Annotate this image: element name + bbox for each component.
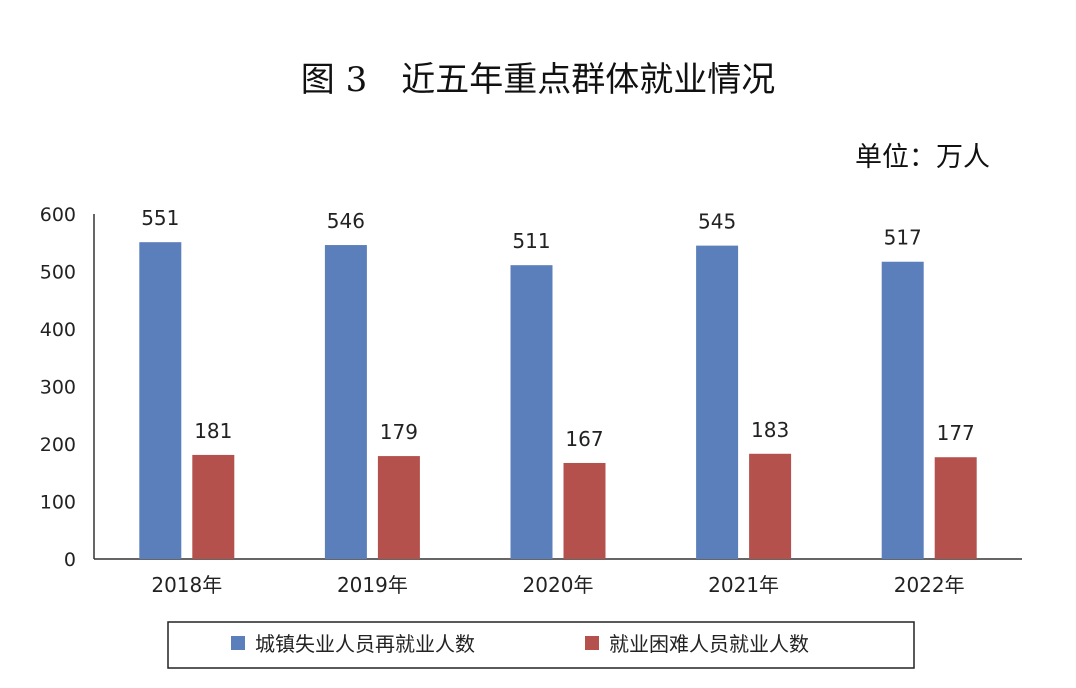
y-tick-label: 300 [40,377,76,399]
x-category-label: 2018年 [151,573,222,597]
y-tick-label: 600 [40,204,76,226]
legend-swatch-series-2 [585,636,599,650]
bar-series-2 [377,456,420,559]
data-label-series-1: 545 [698,210,736,234]
chart-axes [93,214,1022,560]
bar-series-2 [749,453,792,559]
legend: 城镇失业人员再就业人数 就业困难人员就业人数 [167,621,915,669]
legend-swatch-series-1 [231,636,245,650]
data-label-series-2: 177 [937,421,975,445]
x-category-label: 2020年 [523,573,594,597]
y-tick-label: 500 [40,262,76,284]
bar-series-2 [934,457,977,559]
data-label-series-2: 183 [751,418,789,442]
bar-series-2 [192,454,235,559]
bar-series-1 [139,242,182,560]
bar-series-1 [881,261,924,559]
data-label-series-2: 181 [194,419,232,443]
data-label-series-2: 179 [380,420,418,444]
bar-series-1 [510,265,553,559]
chart-title: 图 3 近五年重点群体就业情况 [300,60,776,100]
x-category-label: 2021年 [708,573,779,597]
y-tick-label: 200 [40,434,76,456]
legend-label-series-2: 就业困难人员就业人数 [609,632,809,656]
legend-box [167,621,915,669]
bar-series-2 [563,462,606,559]
bars [139,242,977,560]
bar-series-1 [696,245,739,559]
y-tick-label: 100 [40,492,76,514]
x-axis-categories: 2018年 2019年 2020年 2021年 2022年 [151,573,964,597]
data-label-series-1: 517 [884,226,922,250]
data-labels: 551 181 546 179 511 167 545 183 517 177 [141,206,975,451]
y-tick-label: 400 [40,319,76,341]
data-label-series-1: 551 [141,206,179,230]
bar-series-1 [324,245,367,560]
unit-label: 单位：万人 [855,142,990,173]
y-tick-label: 0 [64,549,76,571]
y-axis-ticks: 0 100 200 300 400 500 600 [40,204,76,571]
data-label-series-2: 167 [565,427,603,451]
legend-label-series-1: 城镇失业人员再就业人数 [255,632,475,656]
x-category-label: 2019年 [337,573,408,597]
data-label-series-1: 511 [512,229,550,253]
data-label-series-1: 546 [327,209,365,233]
x-category-label: 2022年 [894,573,965,597]
